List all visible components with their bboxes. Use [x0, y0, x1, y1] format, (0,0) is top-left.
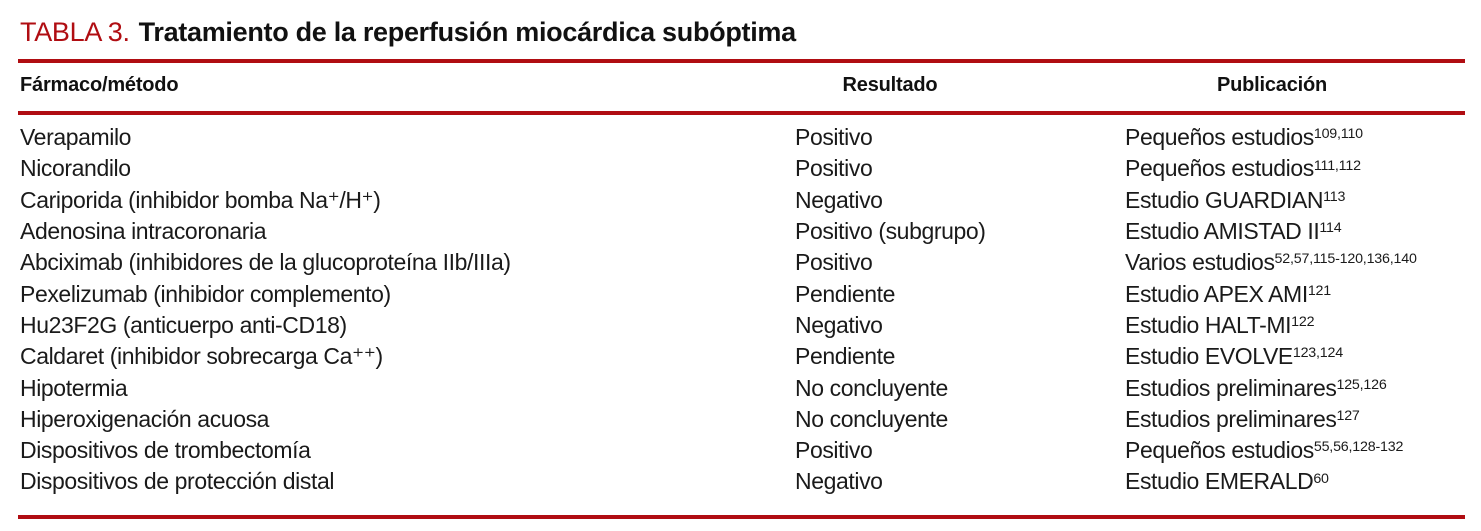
column-header-farmaco: Fármaco/método [20, 74, 179, 96]
reference-superscript: 109,110 [1313, 126, 1363, 143]
resultado-cell: Positivo (subgrupo) [795, 218, 986, 245]
resultado-cell: Negativo [795, 468, 883, 495]
farmaco-cell: Caldaret (inhibidor sobrecarga Ca⁺⁺) [20, 343, 383, 370]
farmaco-cell: Adenosina intracoronaria [20, 218, 267, 245]
farmaco-cell: Abciximab (inhibidores de la glucoproteí… [20, 249, 511, 276]
reference-superscript: 114 [1319, 220, 1342, 237]
table-row: Dispositivos de trombectomía Positivo Pequ… [20, 435, 1465, 466]
top-rule [18, 59, 1465, 63]
publicacion-text: Varios estudios [1125, 249, 1275, 276]
resultado-cell: No concluyente [795, 374, 948, 401]
table-row: Hu23F2G (anticuerpo anti-CD18) Negativo Es… [20, 310, 1465, 341]
table-row: Hiperoxigenación acuosa No concluyente Est… [20, 404, 1465, 435]
publicacion-cell: Estudio AMISTAD II114 [1125, 220, 1465, 243]
publicacion-cell: Pequeños estudios111,112 [1125, 157, 1465, 180]
table-title-text: Tratamiento de la reperfusión miocárdica… [138, 17, 796, 47]
publicacion-text: Estudios preliminares [1125, 374, 1337, 401]
publicacion-text: Pequeños estudios [1125, 155, 1314, 182]
reference-superscript: 122 [1291, 314, 1315, 331]
farmaco-cell: Hiperoxigenación acuosa [20, 405, 270, 432]
table-row: Cariporida (inhibidor bomba Na⁺/H⁺) Negat… [20, 185, 1465, 216]
table-rows: Verapamilo Positivo Pequeños estudios109,1… [20, 122, 1465, 498]
publicacion-text: Estudio EMERALD [1125, 468, 1314, 495]
farmaco-cell: Hipotermia [20, 374, 128, 401]
reference-superscript: 60 [1313, 470, 1329, 487]
table-number-label: TABLA 3. [20, 17, 130, 47]
reference-superscript: 111,112 [1313, 157, 1361, 174]
farmaco-cell: Dispositivos de protección distal [20, 468, 335, 495]
resultado-cell: Negativo [795, 186, 883, 213]
resultado-cell: Pendiente [795, 343, 895, 370]
reference-superscript: 121 [1307, 282, 1331, 299]
publicacion-text: Estudios preliminares [1125, 405, 1337, 432]
farmaco-cell: Nicorandilo [20, 155, 131, 182]
table-row: Caldaret (inhibidor sobrecarga Ca⁺⁺) Pend… [20, 341, 1465, 372]
publicacion-cell: Pequeños estudios55,56,128-132 [1125, 439, 1465, 462]
table-header-row: Fármaco/método Resultado Publicación [0, 74, 1481, 104]
publicacion-cell: Estudios preliminares125,126 [1125, 374, 1465, 401]
column-header-resultado: Resultado [842, 74, 938, 96]
reference-superscript: 52,57,115-120,136,140 [1274, 251, 1417, 268]
resultado-cell: No concluyente [795, 405, 948, 432]
publicacion-text: Estudio AMISTAD II [1125, 218, 1320, 245]
publicacion-cell: Estudio EVOLVE123,124 [1125, 345, 1465, 368]
table-row: Hipotermia No concluyente Estudios prelimi… [20, 372, 1465, 403]
publicacion-text: Estudio EVOLVE [1125, 343, 1293, 370]
table-row: Adenosina intracoronaria Positivo (subgru… [20, 216, 1465, 247]
table-row: Abciximab (inhibidores de la glucoproteí… [20, 247, 1465, 278]
resultado-cell: Negativo [795, 311, 883, 338]
table-row: Pexelizumab (inhibidor complemento) Pendi… [20, 278, 1465, 309]
publicacion-text: Estudio GUARDIAN [1125, 186, 1324, 213]
farmaco-cell: Dispositivos de trombectomía [20, 437, 311, 464]
farmaco-cell: Cariporida (inhibidor bomba Na⁺/H⁺) [20, 186, 381, 213]
publicacion-cell: Pequeños estudios109,110 [1125, 126, 1465, 149]
resultado-cell: Positivo [795, 124, 873, 151]
table-row: Nicorandilo Positivo Pequeños estudios111,… [20, 153, 1465, 184]
table-row: Verapamilo Positivo Pequeños estudios109,1… [20, 122, 1465, 153]
reference-superscript: 125,126 [1336, 376, 1387, 393]
publicacion-cell: Varios estudios52,57,115-120,136,140 [1125, 251, 1465, 274]
publicacion-text: Estudio HALT-MI [1125, 311, 1292, 338]
publicacion-text: Pequeños estudios [1125, 437, 1314, 464]
reference-superscript: 127 [1336, 407, 1360, 424]
farmaco-cell: Verapamilo [20, 124, 132, 151]
header-rule [18, 111, 1465, 115]
table-row: Dispositivos de protección distal Negativ… [20, 466, 1465, 497]
farmaco-cell: Pexelizumab (inhibidor complemento) [20, 280, 391, 307]
publicacion-cell: Estudio EMERALD60 [1125, 470, 1465, 493]
resultado-cell: Positivo [795, 437, 873, 464]
publicacion-cell: Estudio HALT-MI122 [1125, 311, 1465, 338]
column-header-publicacion: Publicación [1216, 74, 1328, 96]
bottom-rule [18, 515, 1465, 519]
reference-superscript: 55,56,128-132 [1313, 439, 1404, 456]
publicacion-text: Pequeños estudios [1125, 124, 1314, 151]
farmaco-cell: Hu23F2G (anticuerpo anti-CD18) [20, 311, 347, 338]
resultado-cell: Positivo [795, 249, 873, 276]
publicacion-cell: Estudios preliminares127 [1125, 405, 1465, 432]
reference-superscript: 123,124 [1292, 345, 1343, 362]
publicacion-cell: Estudio GUARDIAN113 [1125, 186, 1465, 213]
resultado-cell: Pendiente [795, 280, 895, 307]
publicacion-cell: Estudio APEX AMI121 [1125, 280, 1465, 307]
publicacion-text: Estudio APEX AMI [1125, 280, 1308, 307]
resultado-cell: Positivo [795, 155, 873, 182]
table-title: TABLA 3. Tratamiento de la reperfusión mi… [20, 15, 796, 49]
reference-superscript: 113 [1323, 188, 1346, 205]
